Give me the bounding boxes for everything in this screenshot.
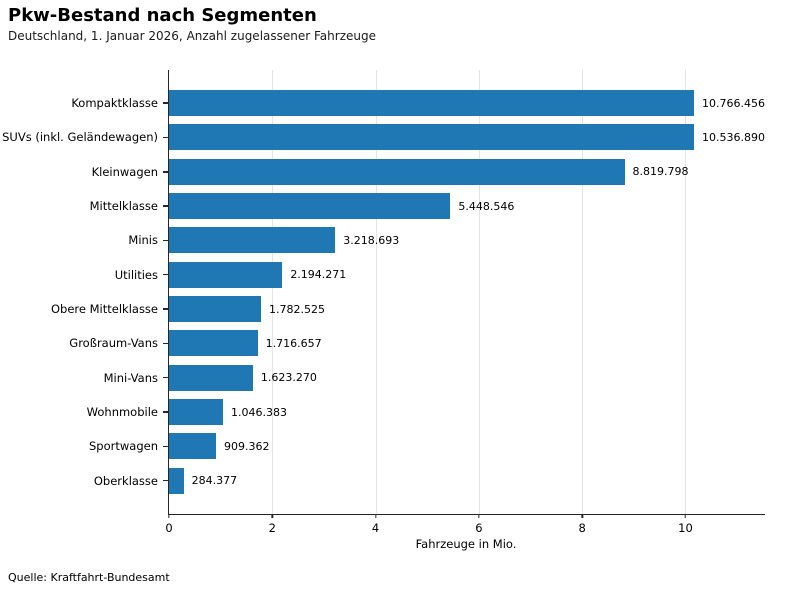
bars-container: Kompaktklasse 10.766.456 SUVs (inkl. Gelän… [2,70,765,514]
value-label: 1.782.525 [269,302,326,316]
x-tick-label: 2 [268,521,276,535]
chart-title: Pkw-Bestand nach Segmenten [8,5,317,26]
category-label: Minis [128,233,158,248]
bar [169,364,253,391]
y-tick-mark [163,411,168,413]
x-tick-mark [478,514,480,518]
y-tick-mark [163,102,168,104]
bar [169,399,224,426]
value-label: 10.536.890 [702,130,765,144]
source-note: Quelle: Kraftfahrt-Bundesamt [8,571,170,584]
x-tick-label: 0 [165,521,173,535]
x-tick-mark [271,514,273,518]
bar-row: Kompaktklasse 10.766.456 [71,86,765,120]
category-label: SUVs (inkl. Geländewagen) [2,130,158,145]
y-tick-mark [163,274,168,276]
category-label: Mittelklasse [89,199,158,214]
gridline [375,70,377,514]
bar-row: Sportwagen 909.362 [89,429,765,463]
category-label: Sportwagen [89,439,158,454]
x-tick-label: 8 [578,521,586,535]
bar-row: Obere Mittelklasse 1.782.525 [51,292,765,326]
category-label: Obere Mittelklasse [51,302,158,317]
x-tick: 6 [475,514,483,535]
category-label: Großraum-Vans [69,336,158,351]
x-tick: 2 [269,514,276,535]
y-tick-mark [163,136,168,139]
bar [169,90,695,117]
bar [169,296,262,323]
category-label: Mini-Vans [103,370,158,385]
value-label: 1.623.270 [260,371,317,385]
x-tick-mark [168,514,170,518]
gridline [478,70,480,514]
bar-row: Wohnmobile 1.046.383 [87,395,765,429]
bar-row: Mittelklasse 5.448.546 [90,189,765,223]
bar-row: SUVs (inkl. Geländewagen) 10.536.890 [2,120,765,154]
bar [169,193,451,220]
value-label: 909.362 [223,439,270,453]
bar [169,467,184,494]
y-tick-mark [163,171,168,173]
value-label: 3.218.693 [343,233,400,247]
value-label: 8.819.798 [632,165,689,179]
y-tick-mark [163,480,168,482]
y-tick-mark [163,342,168,345]
x-tick-mark [374,514,377,518]
y-tick-mark [163,308,168,310]
value-label: 10.766.456 [702,96,765,110]
bar [169,158,625,185]
x-tick: 4 [372,514,379,535]
x-tick-mark [684,514,687,518]
y-tick-mark [163,239,168,242]
value-label: 2.194.271 [290,268,347,282]
category-label: Wohnmobile [86,405,158,420]
value-label: 284.377 [191,474,238,488]
value-label: 1.716.657 [265,336,322,350]
category-label: Kompaktklasse [71,96,158,111]
x-tick: 10 [678,514,693,535]
bar [169,124,695,151]
bar [169,261,283,288]
value-label: 1.046.383 [231,405,288,419]
gridline [685,70,687,514]
x-tick-label: 4 [371,521,380,535]
bar-row: Minis 3.218.693 [128,223,765,257]
category-label: Oberklasse [93,473,158,488]
bar [169,227,336,254]
bar [169,433,216,460]
bar [169,330,258,357]
bar-row: Großraum-Vans 1.716.657 [69,326,765,360]
category-label: Kleinwagen [91,164,158,179]
plot-area: Kompaktklasse 10.766.456 SUVs (inkl. Gelän… [2,70,765,535]
y-tick-mark [163,377,168,379]
x-tick-label: 10 [678,521,693,535]
x-tick-label: 6 [475,521,483,535]
x-tick-mark [581,514,583,518]
chart-subtitle: Deutschland, 1. Januar 2026, Anzahl zuge… [8,29,376,43]
gridline [272,70,274,514]
bar-row: Kleinwagen 8.819.798 [92,155,765,189]
y-tick-mark [163,445,168,448]
value-label: 5.448.546 [458,199,515,213]
x-tick: 8 [578,514,586,535]
x-tick: 0 [165,514,173,535]
gridline [582,70,584,514]
x-axis-label: Fahrzeuge in Mio. [415,537,517,551]
bar-row: Mini-Vans 1.623.270 [104,361,765,395]
bar-row: Utilities 2.194.271 [115,258,765,292]
bar-row: Oberklasse 284.377 [94,464,765,498]
category-label: Utilities [114,267,158,282]
y-tick-mark [163,205,168,207]
